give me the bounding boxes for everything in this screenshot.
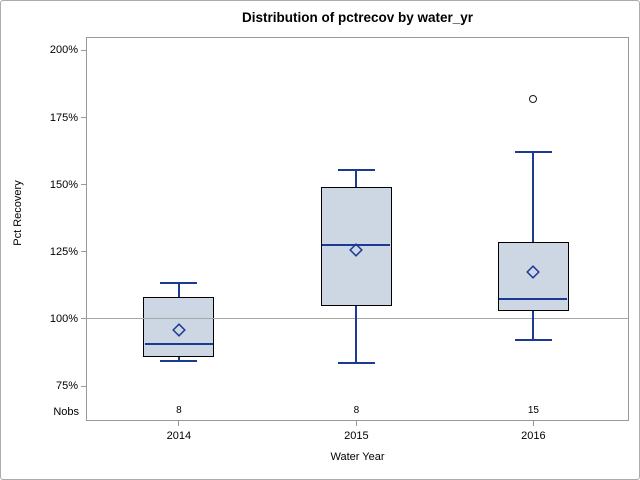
upper-whisker-cap [337, 168, 375, 171]
lower-whisker-cap [514, 339, 552, 342]
upper-whisker-cap [160, 281, 198, 284]
x-tick-label: 2014 [166, 430, 192, 442]
y-tick-mark [81, 184, 86, 186]
y-tick-label: 175% [49, 111, 78, 124]
nobs-value: 8 [176, 405, 182, 416]
x-tick-label: 2016 [521, 430, 546, 442]
x-tick-mark [532, 421, 534, 426]
y-tick-label: 150% [49, 178, 78, 191]
y-tick-label: 100% [49, 312, 78, 325]
chart-title: Distribution of pctrecov by water_yr [241, 10, 474, 25]
lower-whisker [532, 310, 535, 341]
y-tick-mark [81, 117, 86, 119]
nobs-value: 8 [353, 405, 360, 416]
lower-whisker-cap [160, 359, 198, 362]
y-tick-label: 200% [49, 44, 78, 57]
lower-whisker-cap [337, 362, 375, 365]
upper-whisker [177, 282, 180, 298]
mean-diamond-marker [526, 265, 541, 279]
mean-diamond-marker [349, 243, 364, 258]
plot-frame [86, 37, 629, 421]
lower-whisker [177, 356, 180, 361]
median-line [499, 297, 568, 300]
reference-line-100pct [86, 318, 629, 320]
median-line [144, 343, 213, 346]
y-tick-label: 75% [55, 380, 78, 393]
iqr-box [320, 187, 392, 306]
y-tick-mark [81, 385, 86, 387]
x-axis-title: Water Year [330, 451, 385, 463]
nobs-value: 15 [527, 405, 539, 416]
nobs-row-label: Nobs [53, 406, 79, 418]
y-tick-mark [81, 318, 86, 320]
x-tick-label: 2015 [344, 430, 369, 442]
upper-whisker [532, 152, 535, 243]
y-tick-label: 125% [49, 245, 78, 258]
lower-whisker [355, 305, 358, 364]
x-tick-mark [355, 421, 357, 426]
mean-diamond-marker [171, 322, 186, 337]
outlier-circle [529, 94, 538, 103]
x-tick-mark [178, 421, 180, 426]
y-tick-mark [81, 251, 86, 253]
y-tick-mark [81, 49, 86, 51]
upper-whisker [355, 169, 358, 188]
upper-whisker-cap [514, 151, 552, 154]
iqr-box [143, 297, 215, 357]
